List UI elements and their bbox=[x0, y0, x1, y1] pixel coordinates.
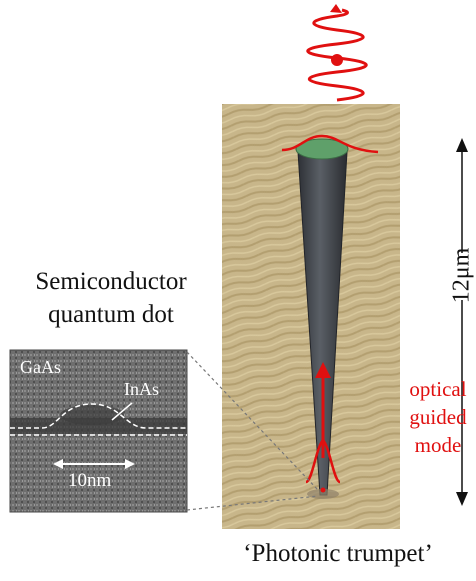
height-scale-bar bbox=[456, 138, 468, 506]
photon-dot-icon bbox=[331, 54, 343, 66]
top-mode-profile bbox=[281, 134, 379, 154]
tem-dark-band bbox=[10, 418, 187, 434]
guided-mode-arrow-icon bbox=[315, 362, 331, 458]
height-scale-label: 12μm bbox=[448, 247, 475, 304]
semiconductor-title-line2: quantum dot bbox=[48, 301, 174, 328]
inset-connector-top bbox=[186, 351, 319, 491]
emission-wave-icon bbox=[296, 4, 368, 102]
photonic-trumpet-caption: ‘Photonic trumpet’ bbox=[243, 540, 433, 567]
inas-label: InAs bbox=[124, 379, 159, 399]
tem-dot-shadow bbox=[60, 405, 124, 425]
tem-dashed-top bbox=[10, 403, 187, 429]
semiconductor-title-line1: Semiconductor bbox=[35, 268, 187, 295]
tem-scale-label: 10nm bbox=[68, 470, 112, 491]
quantum-dot-marker bbox=[320, 487, 326, 493]
gaas-label: GaAs bbox=[20, 357, 61, 377]
optical-mode-line2: guided bbox=[409, 405, 467, 429]
inset-connector-bottom bbox=[186, 495, 319, 511]
optical-mode-label: optical guided mode bbox=[398, 375, 476, 459]
optical-mode-line1: optical bbox=[409, 377, 467, 401]
inas-pointer bbox=[111, 402, 133, 421]
bottom-mode-profile bbox=[305, 438, 341, 484]
optical-mode-line3: mode bbox=[414, 433, 462, 457]
top-facet bbox=[295, 138, 349, 160]
